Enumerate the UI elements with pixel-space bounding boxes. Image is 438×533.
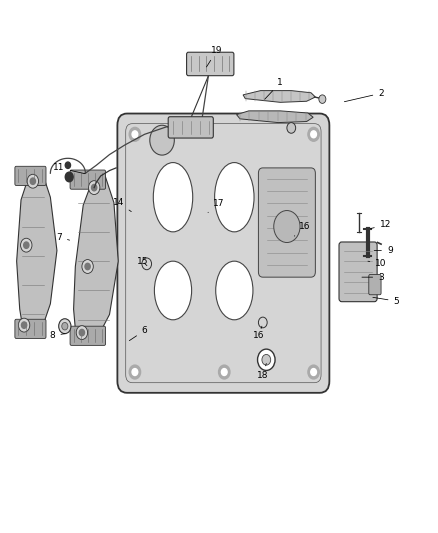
Circle shape: [92, 184, 97, 191]
Text: 18: 18: [257, 364, 268, 380]
Circle shape: [79, 329, 85, 336]
FancyBboxPatch shape: [117, 114, 329, 393]
Text: 9: 9: [374, 246, 393, 255]
Text: 5: 5: [373, 297, 399, 305]
Ellipse shape: [215, 261, 253, 320]
Ellipse shape: [215, 163, 254, 232]
Text: 15: 15: [137, 257, 148, 265]
Circle shape: [308, 365, 319, 379]
Polygon shape: [74, 176, 118, 344]
Text: 19: 19: [206, 46, 223, 67]
Circle shape: [274, 211, 300, 243]
Circle shape: [62, 322, 68, 330]
Circle shape: [85, 263, 90, 270]
Circle shape: [258, 349, 275, 370]
Circle shape: [30, 178, 35, 184]
Circle shape: [319, 95, 326, 103]
Circle shape: [82, 260, 93, 273]
FancyBboxPatch shape: [258, 168, 315, 277]
Circle shape: [129, 127, 141, 141]
FancyBboxPatch shape: [187, 52, 234, 76]
Circle shape: [21, 322, 27, 328]
FancyBboxPatch shape: [70, 326, 106, 345]
Circle shape: [65, 162, 71, 168]
Circle shape: [21, 238, 32, 252]
Text: 12: 12: [371, 221, 391, 229]
FancyBboxPatch shape: [369, 274, 381, 295]
Circle shape: [287, 123, 296, 133]
FancyBboxPatch shape: [70, 170, 106, 189]
Circle shape: [88, 181, 100, 195]
Text: 16: 16: [294, 222, 310, 236]
Text: 16: 16: [253, 326, 264, 340]
Text: 2: 2: [344, 89, 384, 102]
FancyBboxPatch shape: [168, 117, 213, 138]
Text: 6: 6: [129, 326, 148, 341]
Text: 7: 7: [56, 233, 70, 241]
Text: 14: 14: [113, 198, 131, 212]
Text: 8: 8: [49, 332, 65, 340]
Text: 1: 1: [265, 78, 283, 99]
Circle shape: [150, 125, 174, 155]
Ellipse shape: [153, 163, 193, 232]
Circle shape: [219, 365, 230, 379]
Circle shape: [18, 318, 30, 332]
Text: 17: 17: [208, 199, 225, 213]
Circle shape: [308, 127, 319, 141]
Circle shape: [24, 242, 29, 248]
Circle shape: [142, 258, 152, 270]
Circle shape: [221, 369, 227, 375]
Circle shape: [76, 326, 88, 340]
Circle shape: [311, 369, 316, 375]
FancyBboxPatch shape: [15, 166, 46, 185]
FancyBboxPatch shape: [339, 242, 377, 302]
Text: 10: 10: [368, 260, 387, 268]
Polygon shape: [237, 111, 313, 123]
Circle shape: [262, 354, 271, 365]
Circle shape: [132, 131, 138, 138]
Text: 11: 11: [53, 164, 85, 174]
Circle shape: [129, 365, 141, 379]
Polygon shape: [17, 171, 57, 336]
Circle shape: [311, 131, 316, 138]
Circle shape: [59, 319, 71, 334]
Circle shape: [258, 317, 267, 328]
Ellipse shape: [154, 261, 192, 320]
FancyBboxPatch shape: [15, 319, 46, 338]
Circle shape: [132, 369, 138, 375]
Text: 3: 3: [362, 273, 384, 281]
Circle shape: [27, 174, 39, 188]
Circle shape: [65, 172, 73, 182]
Polygon shape: [243, 91, 315, 102]
